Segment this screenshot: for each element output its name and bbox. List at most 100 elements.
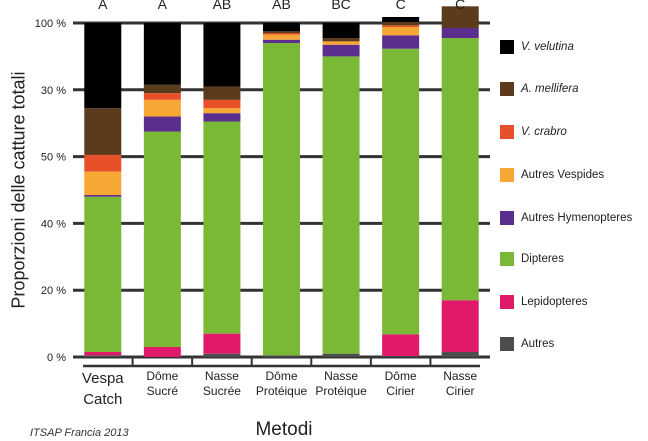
bar-segment — [382, 25, 420, 28]
bar-segment — [263, 34, 300, 40]
bar-segment — [382, 35, 420, 49]
legend-swatch — [500, 82, 514, 96]
bar-segment — [84, 108, 122, 155]
bar-segment — [382, 355, 420, 357]
legend-item: Autres — [500, 337, 554, 351]
x-tick-label: Dôme — [265, 369, 297, 383]
legend-swatch — [500, 252, 514, 266]
bar-segment — [143, 346, 181, 357]
legend-label: Autres — [521, 338, 555, 350]
x-tick-label: Dôme — [146, 369, 178, 383]
bar-segment — [441, 300, 479, 352]
legend-label: Autres Vespides — [521, 169, 605, 181]
x-tick-label: Catch — [83, 391, 122, 408]
bar-segment — [84, 171, 122, 196]
bar-segment — [203, 99, 241, 109]
bar-segment — [203, 113, 241, 122]
significance-letter: C — [396, 0, 406, 12]
bar-segment — [84, 196, 122, 352]
legend-swatch — [500, 125, 514, 139]
bar-segment — [322, 23, 360, 39]
bar-segment — [263, 31, 300, 34]
bar-segment — [441, 351, 479, 357]
bar-segment — [143, 99, 181, 117]
bar-segment — [263, 39, 300, 44]
bar-segment — [203, 86, 241, 100]
x-tick-label: Sucré — [147, 384, 179, 398]
source-note: ITSAP Francia 2013 — [30, 427, 129, 439]
legend-item: V. velutina — [500, 40, 574, 54]
x-tick-label: Cirier — [386, 384, 415, 398]
legend-swatch — [500, 295, 514, 309]
bar-segment — [322, 56, 360, 354]
bar-segment — [382, 16, 420, 22]
x-tick-label: Cirier — [446, 384, 475, 398]
bar-segment — [322, 353, 360, 357]
bar-segment — [143, 23, 181, 85]
bar-segment — [382, 21, 420, 26]
bar-segment — [203, 121, 241, 334]
y-tick-label: 20 % — [41, 285, 66, 297]
x-tick-label: Nasse — [324, 369, 358, 383]
y-tick-label: 0 % — [47, 352, 66, 364]
significance-letter: C — [455, 0, 465, 12]
legend-item: V. crabro — [500, 125, 567, 139]
bar-segment — [441, 28, 479, 39]
x-tick-label: Protéique — [256, 384, 308, 398]
legend-label: V. crabro — [521, 126, 567, 138]
y-tick-label: 50 % — [41, 152, 66, 164]
significance-letter: A — [158, 0, 168, 12]
x-tick-label: Nasse — [443, 369, 477, 383]
bar-segment — [203, 353, 241, 357]
significance-letter: AB — [272, 0, 291, 12]
bar-segment — [382, 27, 420, 36]
bar-segment — [84, 355, 122, 357]
y-tick-label: 40 % — [41, 218, 66, 230]
legend-label: Autres Hymenopteres — [521, 212, 633, 224]
legend-label: V. velutina — [521, 41, 574, 53]
bar-segment — [143, 116, 181, 132]
legend-item: Dipteres — [500, 252, 564, 266]
legend-item: Autres Vespides — [500, 168, 604, 182]
bar-segment — [84, 154, 122, 172]
legend-label: Dipteres — [521, 253, 564, 265]
significance-letter: BC — [331, 0, 350, 12]
bar-segment — [143, 93, 181, 100]
bar-segment — [382, 48, 420, 335]
bar-segment — [203, 333, 241, 354]
x-tick-label: Protéique — [315, 384, 367, 398]
bar-segment — [143, 131, 181, 347]
x-tick-label: Vespa — [82, 370, 124, 387]
bar-segment — [263, 355, 300, 357]
legend-label: Lepidopteres — [521, 296, 588, 308]
bar-segment — [203, 23, 241, 87]
x-tick-label: Nasse — [205, 369, 239, 383]
bar-segment — [143, 84, 181, 94]
legend-swatch — [500, 211, 514, 225]
bar-segment — [263, 33, 300, 35]
legend-swatch — [500, 168, 514, 182]
legend-item: Lepidopteres — [500, 295, 588, 309]
legend-label: A. mellifera — [521, 83, 579, 95]
significance-letter: A — [98, 0, 108, 12]
x-tick-label: Dôme — [385, 369, 417, 383]
y-tick-label: 100 % — [35, 18, 66, 30]
legend-item: Autres Hymenopteres — [500, 211, 632, 225]
bar-segment — [322, 44, 360, 57]
legend-swatch — [500, 40, 514, 54]
bar-segment — [263, 23, 300, 32]
bar-segment — [322, 38, 360, 42]
y-tick-label: 30 % — [41, 85, 66, 97]
x-tick-label: Sucrée — [203, 384, 241, 398]
bar-segment — [441, 38, 479, 301]
bar-segment — [441, 6, 479, 29]
y-axis-label: Proporzioni delle catture totali — [8, 71, 29, 309]
bar-segment — [84, 351, 122, 356]
legend-item: A. mellifera — [500, 82, 579, 96]
bar-segment — [382, 334, 420, 356]
legend-swatch — [500, 337, 514, 351]
bar-segment — [322, 41, 360, 45]
bar-segment — [84, 23, 122, 109]
bar-segment — [263, 43, 300, 356]
